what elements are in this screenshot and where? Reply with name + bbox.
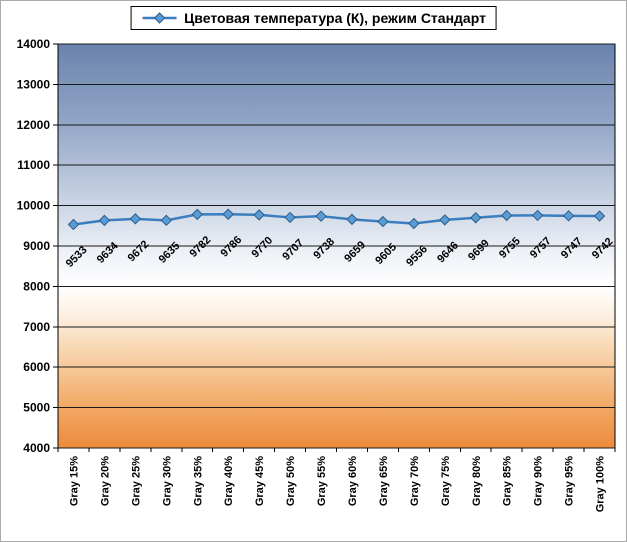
data-point-marker <box>593 210 606 222</box>
x-axis-label: Gray 95% <box>564 456 576 506</box>
legend-series-marker-icon <box>142 12 177 24</box>
data-point-marker <box>160 214 173 227</box>
y-axis-label: 12000 <box>17 118 51 132</box>
x-axis-label: Gray 60% <box>347 456 359 506</box>
data-point-marker <box>531 209 544 222</box>
x-axis-label: Gray 25% <box>130 456 142 506</box>
y-axis-label: 6000 <box>23 360 50 374</box>
data-point-marker <box>470 212 482 224</box>
x-axis-label: Gray 15% <box>68 456 80 506</box>
x-axis-label: Gray 35% <box>192 456 204 506</box>
data-point-marker <box>408 217 420 230</box>
data-point-marker <box>562 210 575 222</box>
data-point-marker <box>284 211 296 224</box>
x-axis-label: Gray 100% <box>595 456 607 512</box>
y-axis-label: 5000 <box>23 401 50 415</box>
x-axis-label: Gray 75% <box>440 456 452 506</box>
x-axis-label: Gray 85% <box>502 456 514 506</box>
data-point-marker <box>346 213 358 226</box>
data-point-marker <box>315 210 327 222</box>
data-point-marker <box>129 213 142 225</box>
chart-legend: Цветовая температура (К), режим Стандарт <box>130 6 497 30</box>
data-point-marker <box>98 214 111 227</box>
y-axis-label: 4000 <box>23 441 50 455</box>
x-axis-label: Gray 30% <box>161 456 173 506</box>
data-point-marker <box>191 208 203 221</box>
x-axis-label: Gray 40% <box>223 456 235 506</box>
x-axis-label: Gray 65% <box>378 456 390 506</box>
data-point-marker <box>500 209 513 222</box>
data-point-marker <box>222 208 234 220</box>
x-axis-label: Gray 80% <box>471 456 483 506</box>
data-point-marker <box>377 215 389 228</box>
x-axis-label: Gray 50% <box>285 456 297 506</box>
y-axis-label: 10000 <box>17 199 51 213</box>
data-point-marker <box>67 218 80 231</box>
data-point-marker <box>439 214 451 226</box>
y-axis-label: 8000 <box>23 279 50 293</box>
chart-title: Цветовая температура (К), режим Стандарт <box>184 10 486 26</box>
x-axis-label: Gray 55% <box>316 456 328 506</box>
x-axis-label: Gray 20% <box>99 456 111 506</box>
y-axis-label: 9000 <box>23 239 50 253</box>
y-axis-label: 13000 <box>17 77 51 91</box>
y-axis-label: 14000 <box>17 37 51 51</box>
x-axis-label: Gray 70% <box>409 456 421 506</box>
y-axis-label: 11000 <box>17 158 50 172</box>
data-point-marker <box>253 209 265 221</box>
x-axis-label: Gray 45% <box>254 456 266 506</box>
x-axis-label: Gray 90% <box>533 456 545 506</box>
y-axis-label: 7000 <box>23 320 50 334</box>
